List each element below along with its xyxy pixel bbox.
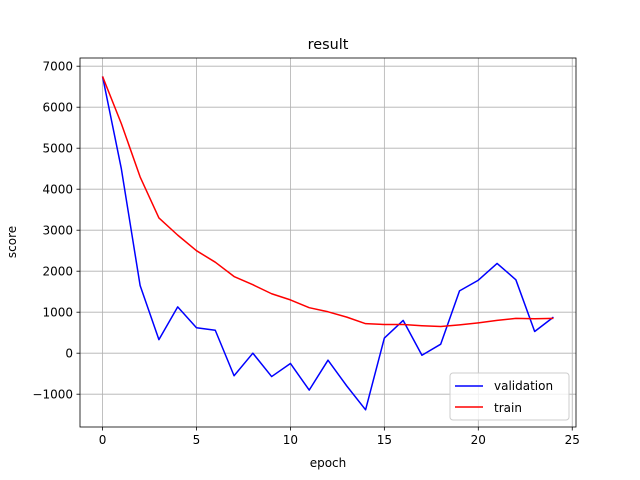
y-tick-label: 7000 <box>42 60 73 74</box>
y-tick-label: 5000 <box>42 142 73 156</box>
y-tick-label: −1000 <box>32 388 73 402</box>
y-tick-label: 0 <box>65 347 73 361</box>
x-tick-label: 10 <box>283 433 298 447</box>
legend: validation train <box>449 372 570 421</box>
y-tick-label: 3000 <box>42 224 73 238</box>
y-tick-label: 1000 <box>42 306 73 320</box>
legend-label-validation: validation <box>494 379 553 393</box>
chart-title: result <box>308 37 349 53</box>
x-axis-ticks: 0 5 10 15 20 25 <box>99 427 580 447</box>
series-line-train <box>101 76 554 328</box>
y-tick-label: 2000 <box>42 265 73 279</box>
legend-box <box>449 372 570 421</box>
x-axis-label: epoch <box>310 456 347 470</box>
grid <box>80 58 576 427</box>
legend-label-train: train <box>494 401 522 415</box>
x-tick-label: 25 <box>565 433 580 447</box>
x-tick-label: 20 <box>471 433 486 447</box>
series-line-validation <box>101 76 554 411</box>
y-tick-label: 4000 <box>42 183 73 197</box>
x-tick-label: 5 <box>193 433 201 447</box>
x-tick-label: 0 <box>99 433 107 447</box>
y-axis-ticks: −1000 0 1000 2000 3000 4000 5000 6000 7000 <box>32 60 80 402</box>
series-group <box>101 76 554 411</box>
y-tick-label: 6000 <box>42 101 73 115</box>
y-axis-label: score <box>5 226 19 258</box>
axes-frame <box>79 57 577 428</box>
x-tick-label: 15 <box>377 433 392 447</box>
